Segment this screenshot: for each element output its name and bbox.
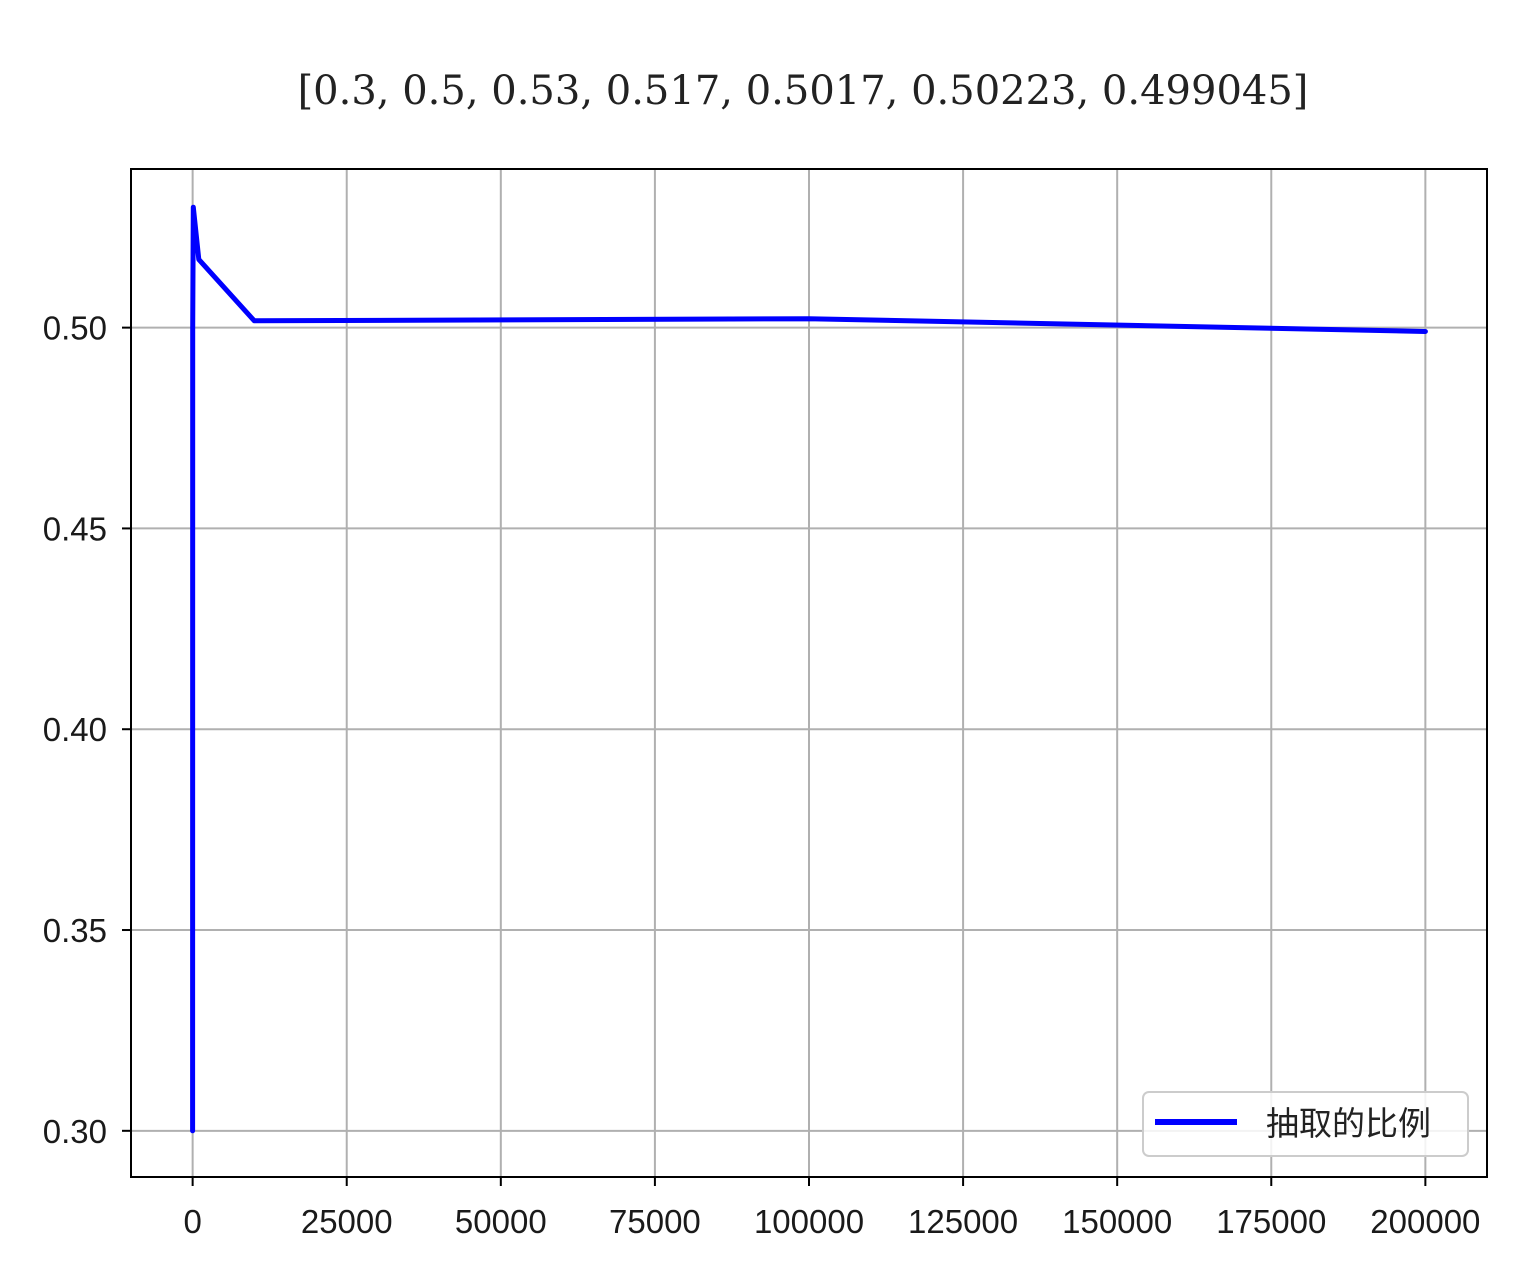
x-tick-label: 175000 (1216, 1203, 1326, 1240)
legend: 抽取的比例 (1142, 1091, 1469, 1157)
x-tick-label: 75000 (609, 1203, 701, 1240)
x-tick-label: 100000 (754, 1203, 864, 1240)
legend-box (1142, 1091, 1469, 1157)
series-layer (190, 204, 1428, 1134)
chart-title: [0.3, 0.5, 0.53, 0.517, 0.5017, 0.50223,… (298, 68, 1309, 114)
y-tick-label: 0.35 (43, 912, 107, 949)
x-axis-ticks: 0 25000 50000 75000 100000 125000 150000 175000… (183, 1177, 1480, 1240)
x-tick-label: 0 (183, 1203, 201, 1240)
series-line (190, 204, 1428, 1134)
legend-label: 抽取的比例 (1266, 1104, 1431, 1143)
x-tick-label: 50000 (455, 1203, 547, 1240)
y-tick-label: 0.40 (43, 711, 107, 748)
y-tick-label: 0.50 (43, 310, 107, 347)
y-axis-ticks: 0.30 0.35 0.40 0.45 0.50 (43, 310, 131, 1150)
x-tick-label: 25000 (301, 1203, 393, 1240)
x-tick-label: 125000 (908, 1203, 1018, 1240)
y-tick-label: 0.45 (43, 510, 107, 547)
x-tick-label: 200000 (1370, 1203, 1480, 1240)
x-tick-label: 150000 (1062, 1203, 1172, 1240)
y-tick-label: 0.30 (43, 1113, 107, 1150)
